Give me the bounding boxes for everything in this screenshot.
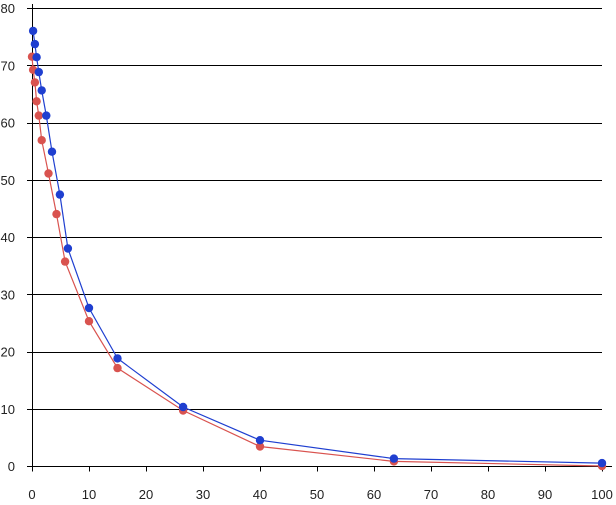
grid-layer bbox=[32, 8, 602, 410]
series-2-point bbox=[32, 97, 41, 106]
series-1-point bbox=[84, 303, 94, 313]
series-1-point bbox=[63, 244, 73, 253]
y-tick-label: 20 bbox=[1, 345, 15, 360]
series-1-point bbox=[30, 39, 40, 49]
x-tick-label: 50 bbox=[310, 487, 324, 502]
y-tick-label: 30 bbox=[1, 287, 15, 302]
x-tick-label: 20 bbox=[139, 487, 153, 502]
x-tick-label: 90 bbox=[538, 487, 552, 502]
series-1-point bbox=[55, 190, 65, 199]
series-2-line bbox=[31, 56, 603, 467]
series-1-line bbox=[32, 30, 603, 464]
series-2-point bbox=[52, 209, 61, 219]
series-1-point bbox=[37, 86, 46, 95]
series-2-point bbox=[255, 442, 265, 451]
series-layer bbox=[27, 26, 607, 471]
x-tick-label: 60 bbox=[367, 487, 381, 502]
x-tick-label: 0 bbox=[28, 487, 35, 502]
x-tick-label: 80 bbox=[481, 487, 495, 502]
series-2-point bbox=[44, 169, 53, 178]
y-tick-label: 50 bbox=[1, 173, 15, 188]
series-2-point bbox=[60, 257, 70, 266]
x-tick-label: 10 bbox=[82, 487, 96, 502]
y-tick-label: 80 bbox=[1, 1, 15, 16]
series-1-point bbox=[113, 354, 122, 363]
x-tick-label: 30 bbox=[196, 487, 210, 502]
x-tick-label: 100 bbox=[591, 487, 613, 502]
series-2-point bbox=[37, 136, 46, 145]
series-1-point bbox=[28, 26, 38, 36]
series-2-point bbox=[113, 363, 122, 373]
series-2-point bbox=[84, 317, 94, 326]
series-1-point bbox=[42, 111, 51, 120]
x-tick-label: 70 bbox=[424, 487, 438, 502]
series-1-point bbox=[47, 147, 57, 156]
y-tick-label: 10 bbox=[1, 402, 15, 417]
series-1-point bbox=[389, 454, 399, 463]
series-1-point bbox=[32, 53, 41, 62]
y-tick-label: 70 bbox=[1, 58, 15, 73]
series-1-point bbox=[178, 402, 188, 412]
series-1-point bbox=[34, 67, 43, 77]
y-tick-label: 60 bbox=[1, 116, 15, 131]
series-1-point bbox=[597, 458, 607, 468]
series-1-point bbox=[255, 436, 265, 445]
y-tick-label: 0 bbox=[8, 459, 15, 474]
series-2-point bbox=[34, 111, 43, 120]
x-tick-label: 40 bbox=[253, 487, 267, 502]
series-2-point bbox=[30, 78, 40, 87]
y-tick-label: 40 bbox=[1, 230, 15, 245]
